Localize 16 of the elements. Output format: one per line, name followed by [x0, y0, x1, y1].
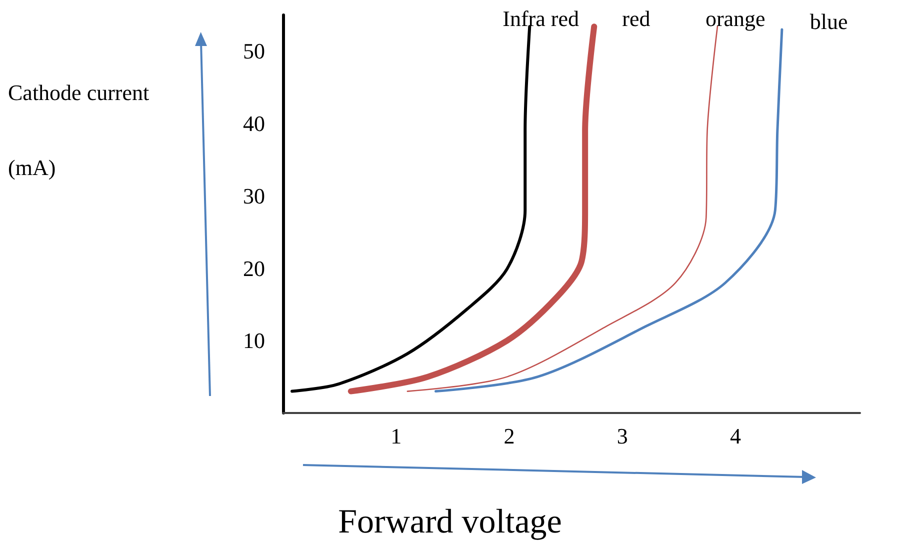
x-tick-label: 4: [730, 424, 742, 448]
series-label: Infra red: [502, 6, 579, 32]
y-tick-label: 50: [243, 38, 265, 64]
series-label: orange: [705, 6, 766, 32]
x-tick-label: 2: [504, 424, 515, 448]
y-tick-label: 20: [243, 256, 265, 281]
series-label: blue: [810, 8, 848, 34]
x-tick-label: 1: [390, 424, 402, 448]
x-axis-title: Forward voltage: [338, 504, 562, 540]
y-tick-label: 10: [243, 328, 265, 354]
y-tick-label: 30: [243, 183, 265, 208]
line-series: [290, 25, 532, 393]
y-tick-label: 40: [243, 111, 265, 136]
text: Cathode current (mA): [8, 80, 150, 180]
series-label: red: [622, 6, 650, 32]
x-tick-label: 3: [616, 424, 628, 448]
